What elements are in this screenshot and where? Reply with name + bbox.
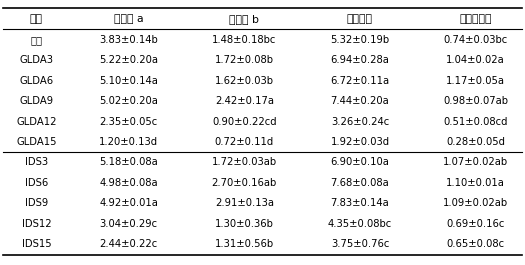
Text: 1.30±0.36b: 1.30±0.36b (215, 219, 274, 229)
Text: 1.72±0.08b: 1.72±0.08b (215, 55, 274, 65)
Text: GLDA6: GLDA6 (19, 76, 54, 86)
Text: 7.83±0.14a: 7.83±0.14a (331, 198, 390, 208)
Text: IDS9: IDS9 (25, 198, 48, 208)
Text: 3.83±0.14b: 3.83±0.14b (99, 35, 158, 45)
Text: 6.94±0.28a: 6.94±0.28a (331, 55, 390, 65)
Text: 1.07±0.02ab: 1.07±0.02ab (443, 157, 508, 167)
Text: 2.91±0.13a: 2.91±0.13a (215, 198, 274, 208)
Text: 6.90±0.10a: 6.90±0.10a (331, 157, 390, 167)
Text: 叶绿素 a: 叶绿素 a (114, 14, 143, 24)
Text: 0.98±0.07ab: 0.98±0.07ab (443, 96, 508, 106)
Text: 4.92±0.01a: 4.92±0.01a (99, 198, 158, 208)
Text: 0.51±0.08cd: 0.51±0.08cd (443, 117, 508, 127)
Text: 5.32±0.19b: 5.32±0.19b (330, 35, 390, 45)
Text: 0.90±0.22cd: 0.90±0.22cd (212, 117, 277, 127)
Text: 类胡萝卜素: 类胡萝卜素 (459, 14, 492, 24)
Text: 0.74±0.03bc: 0.74±0.03bc (444, 35, 508, 45)
Text: 1.20±0.13d: 1.20±0.13d (99, 137, 158, 147)
Text: 5.02±0.20a: 5.02±0.20a (99, 96, 158, 106)
Text: 2.44±0.22c: 2.44±0.22c (100, 239, 158, 249)
Text: 0.28±0.05d: 0.28±0.05d (446, 137, 505, 147)
Text: 2.70±0.16ab: 2.70±0.16ab (212, 178, 277, 188)
Text: 2.35±0.05c: 2.35±0.05c (100, 117, 158, 127)
Text: GLDA15: GLDA15 (16, 137, 57, 147)
Text: GLDA12: GLDA12 (16, 117, 57, 127)
Text: 5.10±0.14a: 5.10±0.14a (99, 76, 158, 86)
Text: 6.72±0.11a: 6.72±0.11a (330, 76, 390, 86)
Text: IDS3: IDS3 (25, 157, 48, 167)
Text: 1.31±0.56b: 1.31±0.56b (215, 239, 274, 249)
Text: 5.22±0.20a: 5.22±0.20a (99, 55, 158, 65)
Text: 3.26±0.24c: 3.26±0.24c (331, 117, 389, 127)
Text: IDS15: IDS15 (22, 239, 51, 249)
Text: GLDA3: GLDA3 (19, 55, 54, 65)
Text: 1.17±0.05a: 1.17±0.05a (446, 76, 505, 86)
Text: IDS6: IDS6 (25, 178, 48, 188)
Text: 叶绿素 b: 叶绿素 b (229, 14, 259, 24)
Text: 对照: 对照 (30, 35, 43, 45)
Text: 1.48±0.18bc: 1.48±0.18bc (212, 35, 277, 45)
Text: 7.44±0.20a: 7.44±0.20a (331, 96, 390, 106)
Text: 总叶绿素: 总叶绿素 (347, 14, 373, 24)
Text: 4.98±0.08a: 4.98±0.08a (99, 178, 158, 188)
Text: 处理: 处理 (30, 14, 43, 24)
Text: IDS12: IDS12 (22, 219, 51, 229)
Text: 1.09±0.02ab: 1.09±0.02ab (443, 198, 508, 208)
Text: 2.42±0.17a: 2.42±0.17a (215, 96, 274, 106)
Text: 3.04±0.29c: 3.04±0.29c (100, 219, 158, 229)
Text: GLDA9: GLDA9 (19, 96, 54, 106)
Text: 3.75±0.76c: 3.75±0.76c (331, 239, 389, 249)
Text: 1.92±0.03d: 1.92±0.03d (330, 137, 390, 147)
Text: 1.04±0.02a: 1.04±0.02a (446, 55, 505, 65)
Text: 5.18±0.08a: 5.18±0.08a (99, 157, 158, 167)
Text: 7.68±0.08a: 7.68±0.08a (331, 178, 390, 188)
Text: 4.35±0.08bc: 4.35±0.08bc (328, 219, 392, 229)
Text: 0.69±0.16c: 0.69±0.16c (446, 219, 505, 229)
Text: 0.72±0.11d: 0.72±0.11d (215, 137, 274, 147)
Text: 1.72±0.03ab: 1.72±0.03ab (212, 157, 277, 167)
Text: 1.10±0.01a: 1.10±0.01a (446, 178, 505, 188)
Text: 1.62±0.03b: 1.62±0.03b (215, 76, 274, 86)
Text: 0.65±0.08c: 0.65±0.08c (447, 239, 505, 249)
